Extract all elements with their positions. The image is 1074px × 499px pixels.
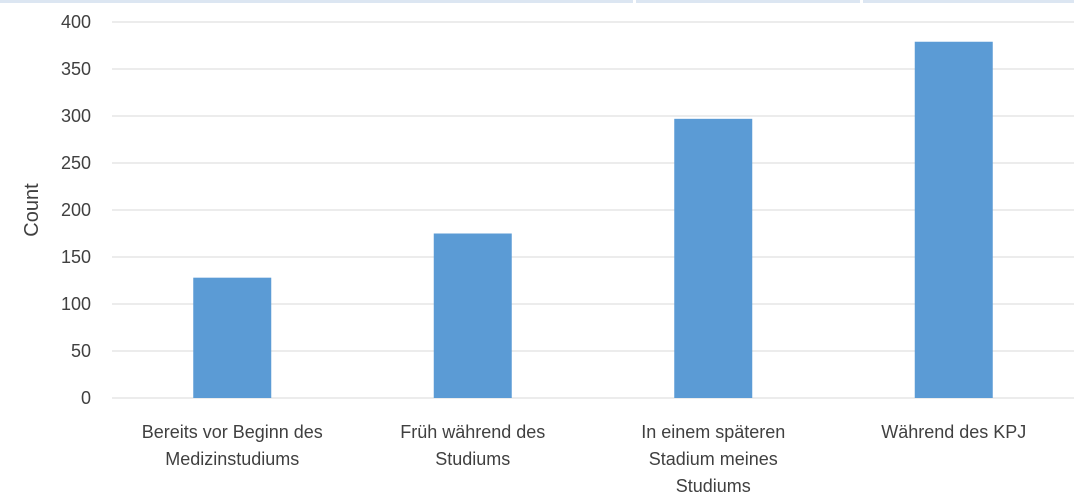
x-category-label: Während des KPJ [881,422,1026,442]
y-tick-label: 300 [61,106,91,126]
x-category-line: In einem späteren [641,422,785,442]
x-category-line: Medizinstudiums [165,449,299,469]
y-tick-label: 250 [61,153,91,173]
x-category-line: Studiums [676,476,751,494]
x-category-label: Bereits vor Beginn des Medizinstudiums [142,422,323,469]
bars [193,41,993,399]
y-tick-label: 150 [61,247,91,267]
top-strip [0,0,1074,3]
x-axis-categories: Bereits vor Beginn des Medizinstudiums Frü… [142,422,1027,496]
y-tick-label: 0 [81,388,91,408]
bar-0 [193,277,272,398]
x-category-line: Während des KPJ [881,422,1026,442]
x-category-line: Studiums [435,449,510,469]
y-axis-title: Count [21,183,43,237]
bar-2 [674,118,753,398]
y-tick-label: 50 [71,341,91,361]
top-strip-gap-2 [860,0,863,3]
y-tick-label: 100 [61,294,91,314]
bar-3 [914,41,993,399]
x-category-line: Früh während des [400,422,545,442]
x-category-line: Stadium meines [649,449,778,469]
x-category-label: In einem späteren Stadium meines Studiums [641,422,785,494]
top-strip-gap-1 [633,0,636,3]
bar-1 [433,233,512,398]
y-tick-label: 350 [61,59,91,79]
x-category-line: Bereits vor Beginn des [142,422,323,442]
x-category-label: Früh während des Studiums [400,422,545,469]
y-tick-label: 400 [61,12,91,32]
gridlines [112,21,1074,399]
y-axis-ticks: 0 50 100 150 200 250 300 350 400 [61,12,91,408]
y-tick-label: 200 [61,200,91,220]
